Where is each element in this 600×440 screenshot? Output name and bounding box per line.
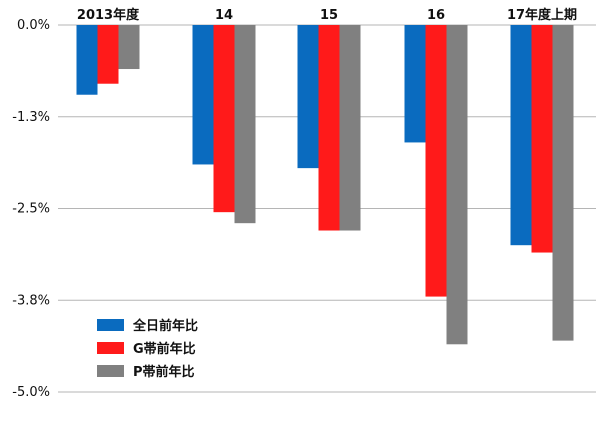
bar (425, 25, 447, 297)
bar (339, 25, 361, 231)
category-labels: 2013年度 14 15 16 17年度上期 (77, 7, 577, 23)
bar (192, 25, 214, 165)
category-label: 14 (215, 8, 233, 23)
legend-label: G帯前年比 (133, 341, 196, 357)
category-label: 2013年度 (77, 7, 140, 23)
legend-label: P帯前年比 (133, 364, 195, 380)
bar (213, 25, 235, 213)
y-tick-label: -3.8% (12, 293, 50, 308)
y-tick-label: -2.5% (12, 202, 50, 217)
bar (510, 25, 532, 246)
legend-swatch (97, 342, 124, 354)
y-tick-label: -5.0% (12, 385, 50, 400)
legend-swatch (97, 365, 124, 377)
y-tick-label: -1.3% (12, 110, 50, 125)
bar (97, 25, 119, 84)
bar (234, 25, 256, 224)
legend-swatch (97, 319, 124, 331)
bar (404, 25, 426, 143)
legend-label: 全日前年比 (132, 318, 198, 334)
bar (531, 25, 553, 253)
bar (297, 25, 319, 169)
bar (446, 25, 468, 345)
category-label: 16 (427, 8, 445, 23)
category-label: 15 (320, 8, 338, 23)
bar (118, 25, 140, 70)
legend: 全日前年比 G帯前年比 P帯前年比 (97, 318, 198, 380)
y-tick-label: 0.0% (17, 18, 50, 33)
bar (76, 25, 98, 95)
category-label: 17年度上期 (507, 7, 577, 23)
bars (76, 25, 574, 345)
y-axis-tick-labels: 0.0% -1.3% -2.5% -3.8% -5.0% (12, 18, 50, 400)
bar (552, 25, 574, 341)
bar (318, 25, 340, 231)
